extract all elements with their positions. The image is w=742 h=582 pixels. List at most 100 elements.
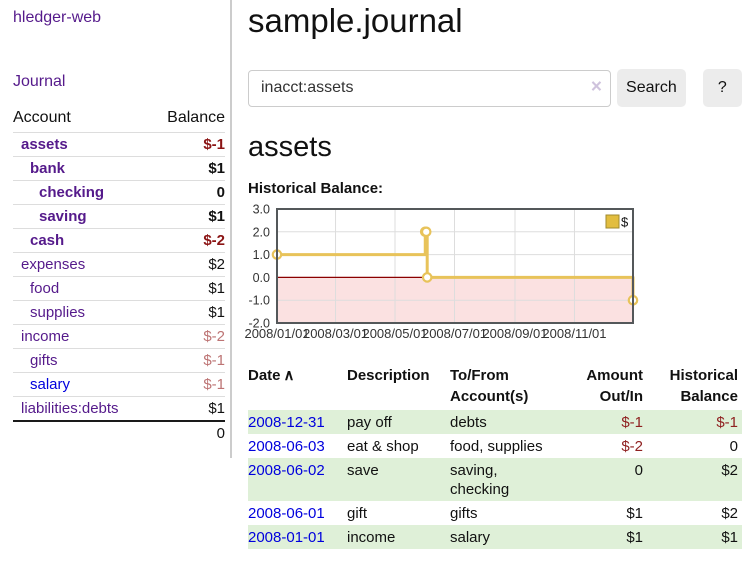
search-input[interactable] — [248, 69, 611, 107]
balance-cell: $2 — [647, 458, 742, 501]
amount-cell: $-1 — [575, 410, 647, 434]
sort-asc-icon[interactable]: ∧ — [283, 367, 295, 384]
accounts-cell: gifts — [450, 504, 478, 522]
account-heading: assets — [248, 131, 332, 163]
account-row: gifts $-1 — [13, 348, 225, 372]
search-button[interactable]: Search — [617, 69, 686, 107]
date-cell: 2008-06-02 — [248, 458, 347, 501]
date-link[interactable]: 2008-12-31 — [248, 413, 325, 431]
account-link[interactable]: cash — [30, 232, 65, 249]
chart-container: $3.0 2.0 1.0 0.0 -1.0 -2.0 2008/01/01 2008/03/0… — [244, 203, 742, 353]
account-row: cash $-2 — [13, 228, 225, 252]
historical-balance-chart: $3.0 2.0 1.0 0.0 -1.0 -2.02008/01/012008/03/0… — [244, 203, 639, 341]
search-form: × Search ? — [248, 69, 742, 107]
amount-column-header: Amount Out/In — [586, 367, 643, 405]
account-row: salary $-1 — [13, 372, 225, 396]
balance-cell: $1 — [647, 525, 742, 549]
register-row: 2008-01-01 income salary $1 $1 — [248, 525, 742, 549]
account-link[interactable]: checking — [39, 184, 105, 201]
account-row: food $1 — [13, 276, 225, 300]
description-cell: income — [347, 525, 450, 549]
description-cell: save — [347, 458, 450, 501]
balance-cell: $2 — [721, 504, 738, 522]
date-link[interactable]: 2008-06-01 — [248, 504, 325, 522]
account-balance: $1 — [208, 400, 225, 417]
sidebar: hledger-web Journal Account Balance asse… — [0, 0, 232, 458]
app-window: hledger-web Journal Account Balance asse… — [0, 0, 742, 549]
date-cell: 2008-01-01 — [248, 525, 347, 549]
svg-text:-1.0: -1.0 — [248, 294, 270, 308]
page-title: sample.journal — [248, 2, 463, 39]
account-balance: $-2 — [203, 328, 225, 345]
balance-cell: $-1 — [647, 410, 742, 434]
amount-cell: $1 — [575, 525, 647, 549]
account-balance: $1 — [208, 208, 225, 225]
svg-text:-2.0: -2.0 — [248, 317, 270, 331]
date-link[interactable]: 2008-06-03 — [248, 437, 325, 455]
date-column-header: Date ∧ — [248, 367, 295, 384]
account-row: saving $1 — [13, 204, 225, 228]
account-row: supplies $1 — [13, 300, 225, 324]
description-cell: eat & shop — [347, 437, 419, 455]
account-row: assets $-1 — [13, 132, 225, 156]
register-row: 2008-12-31 pay off debts $-1 $-1 — [248, 410, 742, 434]
amount-cell: 0 — [575, 458, 647, 501]
main-content: sample.journal × Search ? assets Histori… — [232, 0, 742, 549]
chart-title: Historical Balance: — [248, 180, 384, 197]
account-balance: $-2 — [203, 232, 225, 249]
account-link[interactable]: expenses — [21, 256, 86, 273]
date-link[interactable]: 2008-01-01 — [248, 528, 325, 546]
svg-text:2008/11/01: 2008/11/01 — [542, 326, 606, 341]
accounts-table-body: assets $-1 bank $1 checking 0 saving $1 cash $-2 e… — [13, 132, 225, 420]
description-cell: gift — [347, 504, 368, 522]
balance-column-header: Balance — [167, 109, 225, 126]
description-cell: pay off — [347, 410, 450, 434]
accounts-column-header: To/From Account(s) — [450, 367, 529, 405]
svg-text:2008/05/01: 2008/05/01 — [362, 326, 427, 341]
account-link[interactable]: supplies — [30, 304, 86, 321]
accounts-cell: food, supplies — [450, 437, 543, 455]
svg-text:2008/03/01: 2008/03/01 — [303, 326, 368, 341]
register-row: 2008-06-01 gift gifts $1 $2 — [248, 501, 742, 525]
register-table: Date ∧ Description To/From Account(s) Amo… — [248, 365, 742, 549]
account-link[interactable]: saving — [39, 208, 87, 225]
account-link[interactable]: bank — [30, 160, 66, 177]
account-balance: 0 — [216, 184, 225, 201]
account-link[interactable]: liabilities:debts — [21, 400, 119, 417]
account-balance: $-1 — [203, 352, 225, 369]
account-row: checking 0 — [13, 180, 225, 204]
account-link[interactable]: food — [30, 280, 60, 297]
account-balance: $1 — [208, 160, 225, 177]
account-row: liabilities:debts $1 — [13, 396, 225, 420]
account-balance: $-1 — [203, 376, 225, 393]
account-column-header: Account — [13, 109, 71, 126]
account-link[interactable]: salary — [30, 376, 71, 393]
accounts-table: Account Balance assets $-1 bank $1 checking 0… — [13, 107, 225, 444]
sidebar-item-journal[interactable]: Journal — [13, 73, 66, 90]
app-title-link[interactable]: hledger-web — [13, 9, 102, 26]
accounts-cell: salary — [450, 525, 575, 549]
help-button[interactable]: ? — [702, 69, 742, 107]
account-link[interactable]: gifts — [30, 352, 58, 369]
register-header-row: Date ∧ Description To/From Account(s) Amo… — [248, 365, 742, 410]
svg-text:2.0: 2.0 — [253, 225, 270, 239]
accounts-cell: debts — [450, 410, 575, 434]
svg-text:0.0: 0.0 — [253, 271, 270, 285]
account-balance: $-1 — [203, 136, 225, 153]
balance-column-header-main: Historical Balance — [669, 367, 738, 405]
account-row: bank $1 — [13, 156, 225, 180]
svg-text:2008/01/01: 2008/01/01 — [244, 326, 309, 341]
amount-cell: $1 — [626, 504, 643, 522]
register-row: 2008-06-03 eat & shop food, supplies $-2 0 — [248, 434, 742, 458]
balance-cell: 0 — [729, 437, 738, 455]
account-link[interactable]: assets — [21, 136, 68, 153]
clear-search-icon[interactable]: × — [590, 76, 602, 98]
date-link[interactable]: 2008-06-02 — [248, 461, 325, 479]
account-balance: $1 — [208, 304, 225, 321]
account-row: expenses $2 — [13, 252, 225, 276]
account-link[interactable]: income — [21, 328, 70, 345]
date-cell: 2008-06-03 — [248, 434, 347, 458]
svg-text:1.0: 1.0 — [253, 248, 270, 262]
description-column-header: Description — [347, 367, 430, 384]
amount-cell: $-2 — [621, 437, 643, 455]
